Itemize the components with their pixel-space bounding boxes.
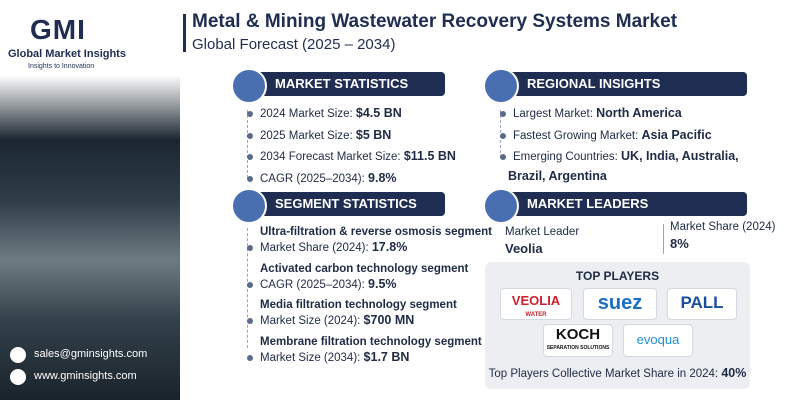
logo: GMI: [30, 14, 86, 45]
stat-value: $5 BN: [355, 127, 392, 142]
section-header: SEGMENT STATISTICS: [231, 188, 445, 224]
stat-label: Market Size (2034):: [260, 351, 364, 364]
stat-value: 9.8%: [368, 170, 397, 185]
share-value: 40%: [721, 366, 747, 380]
top-players-share: Top Players Collective Market Share in 2…: [485, 366, 750, 380]
leader-label: Market Leader: [505, 226, 580, 238]
section-title: MARKET LEADERS: [527, 196, 649, 211]
stat-value: $4.5 BN: [355, 106, 402, 120]
stat-label: 2024 Market Size:: [260, 108, 356, 120]
section-title: REGIONAL INSIGHTS: [527, 76, 661, 91]
stat-label: Fastest Growing Market:: [513, 129, 642, 142]
title: Metal & Mining Wastewater Recovery Syste…: [192, 11, 678, 32]
logo-veolia: VEOLIA WATER: [500, 288, 572, 320]
bullet: [500, 154, 506, 160]
stat-item: Largest Market: North America: [513, 106, 682, 120]
stat-item: CAGR (2025–2034): 9.5%: [260, 277, 397, 291]
subtitle: Global Forecast (2025 – 2034): [192, 36, 396, 53]
stat-label: Market Share (2024):: [260, 242, 372, 254]
bullet: [247, 175, 253, 182]
bullet: [247, 318, 253, 324]
segment-name: Activated carbon technology segment: [260, 262, 469, 275]
contact: sales@gminsights.com www.gminsights.com: [8, 343, 172, 391]
top-players-title: TOP PLAYERS: [575, 269, 660, 283]
logo-text: KOCH: [555, 326, 601, 343]
stat-value: $1.7 BN: [363, 349, 410, 364]
share-label: Top Players Collective Market Share in 2…: [488, 368, 722, 380]
stat-item: 2025 Market Size: $5 BN: [260, 128, 391, 142]
tagline: Insights to Innovation: [28, 63, 95, 70]
leader: Veolia: [505, 241, 543, 256]
stat-item: CAGR (2025–2034): 9.8%: [260, 171, 397, 185]
stat-value: $11.5 BN: [403, 149, 456, 163]
stat-value: 17.8%: [371, 240, 408, 254]
stat-label: Largest Market:: [513, 108, 597, 120]
section-header: REGIONAL INSIGHTS: [483, 68, 747, 104]
section-header: MARKET STATISTICS: [231, 68, 445, 104]
top-players-box: [485, 262, 750, 389]
stat-label: CAGR (2025–2034):: [260, 278, 369, 291]
stat-value: 9.5%: [368, 276, 397, 291]
bullet: [247, 354, 253, 361]
bullet: [247, 281, 253, 288]
stat-value: UK, India, Australia,: [621, 149, 739, 163]
logo-pall: PALL: [667, 288, 737, 320]
bullet: [247, 154, 253, 160]
section-header: MARKET LEADERS: [483, 188, 747, 224]
stat-value: Asia Pacific: [641, 127, 712, 142]
stat-value: $700 MN: [363, 313, 415, 327]
stat-label: CAGR (2025–2034):: [260, 172, 369, 185]
website: www.gminsights.com: [34, 370, 137, 382]
stat-label: Market Size (2024):: [260, 315, 364, 327]
stat-label: Emerging Countries:: [513, 151, 622, 163]
logo-koch: KOCH SEPARATION SOLUTIONS: [543, 324, 613, 357]
bullet: [247, 132, 253, 139]
region-continuation: Brazil, Argentina: [508, 169, 607, 183]
bullet: [500, 111, 506, 117]
bullet: [500, 132, 506, 139]
stat-item: Fastest Growing Market: Asia Pacific: [513, 128, 712, 142]
segment-name: Ultra-filtration & reverse osmosis segme…: [260, 226, 492, 238]
logo-subtext: SEPARATION SOLUTIONS: [546, 345, 610, 351]
stat-item: Emerging Countries: UK, India, Australia…: [513, 149, 739, 163]
stat-item: Market Size (2024): $700 MN: [260, 313, 414, 327]
brand-name: Global Market Insights: [8, 48, 126, 60]
segment-name: Media filtration technology segment: [260, 299, 457, 311]
section-title: MARKET STATISTICS: [275, 76, 409, 91]
stat-item: 2034 Forecast Market Size: $11.5 BN: [260, 149, 456, 163]
email: sales@gminsights.com: [34, 348, 148, 360]
stat-label: 2034 Forecast Market Size:: [260, 151, 404, 163]
stat-item: Market Size (2034): $1.7 BN: [260, 350, 409, 364]
share: 8%: [670, 236, 689, 251]
section-title: SEGMENT STATISTICS: [275, 196, 417, 211]
share-label: Market Share (2024): [670, 221, 776, 233]
side-image: [0, 0, 180, 400]
logo-evoqua: evoqua: [623, 324, 693, 357]
logo-text: VEOLIA: [511, 293, 561, 308]
stat-value: North America: [596, 106, 682, 120]
segment-name: Membrane filtration technology segment: [260, 335, 482, 348]
stat-item: 2024 Market Size: $4.5 BN: [260, 106, 402, 120]
stat-label: 2025 Market Size:: [260, 129, 356, 142]
logo-suez: suez: [583, 288, 657, 320]
bullet: [247, 245, 253, 251]
bullet: [247, 111, 253, 117]
stat-item: Market Share (2024): 17.8%: [260, 240, 407, 254]
logo-subtext: WATER: [525, 312, 547, 318]
